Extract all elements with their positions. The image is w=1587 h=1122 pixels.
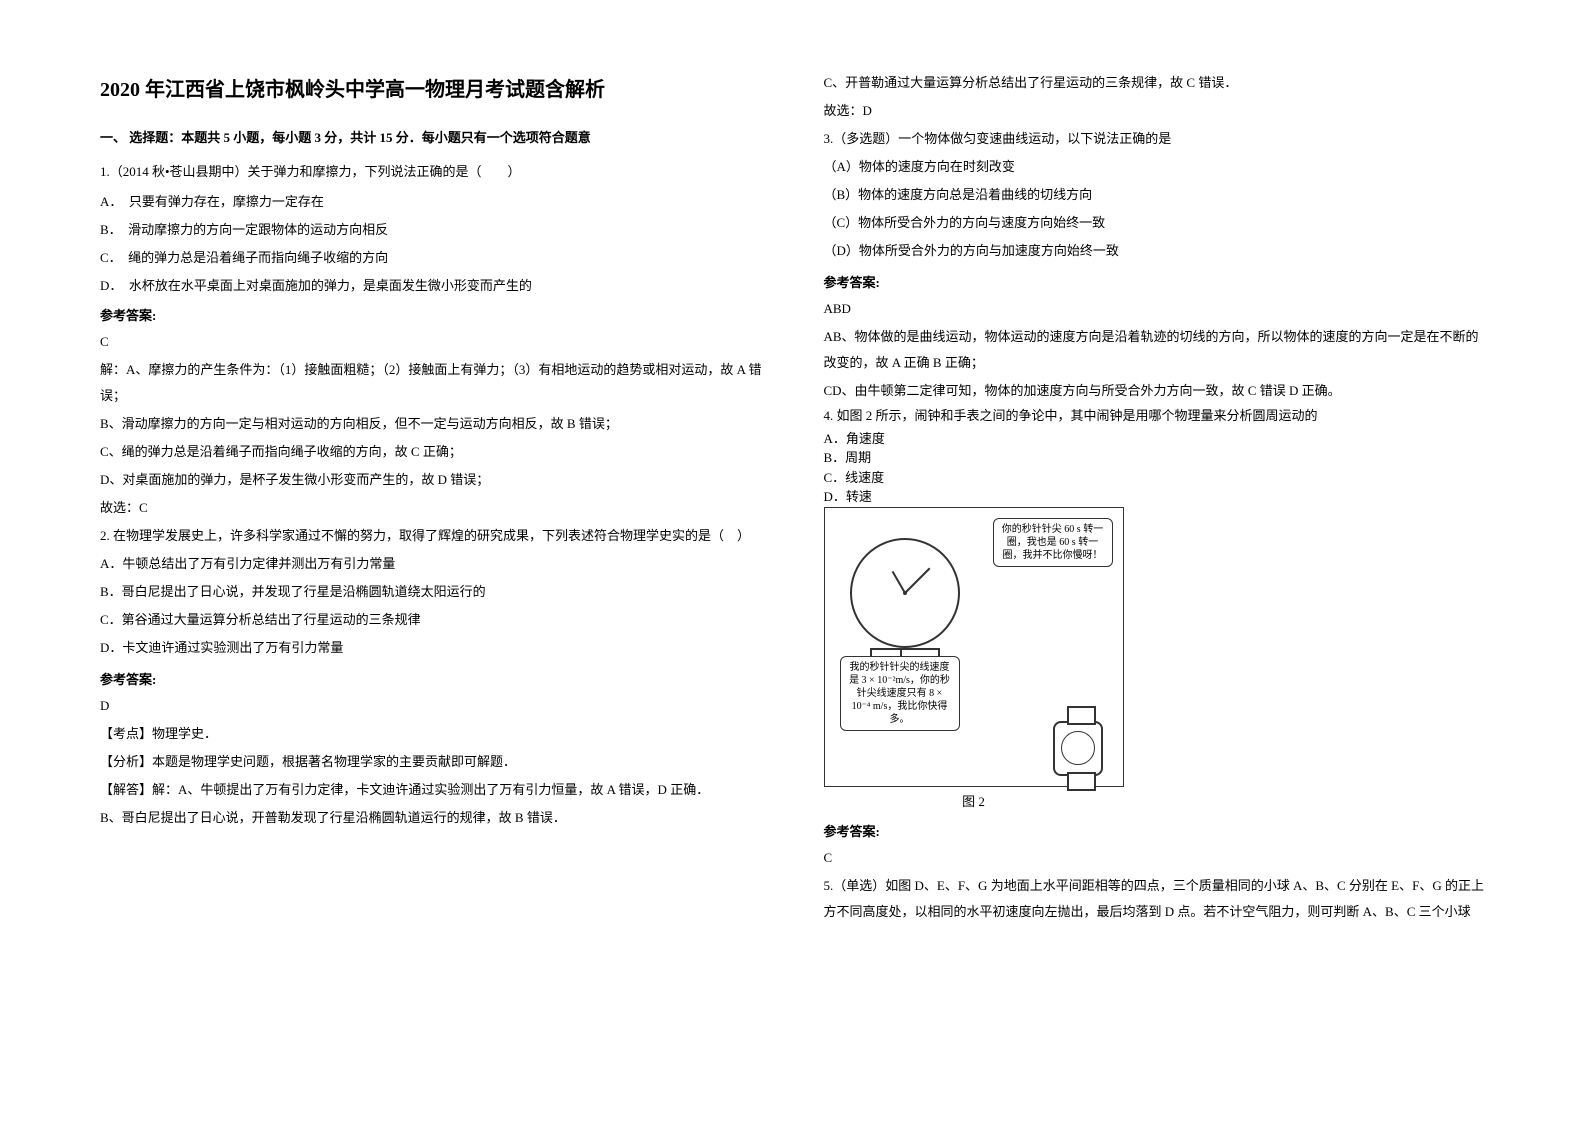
section-heading: 一、 选择题：本题共 5 小题，每小题 3 分，共计 15 分．每小题只有一个选…	[100, 125, 764, 151]
q2-exp-3: 【解答】解：A、牛顿提出了万有引力定律，卡文迪许通过实验测出了万有引力恒量，故 …	[100, 777, 764, 803]
q1-opt-b: B． 滑动摩擦力的方向一定跟物体的运动方向相反	[100, 217, 764, 243]
q4-opt-b: B．周期	[824, 448, 1488, 468]
q1-opt-c: C． 绳的弹力总是沿着绳子而指向绳子收缩的方向	[100, 245, 764, 271]
q2-opt-b: B．哥白尼提出了日心说，并发现了行星是沿椭圆轨道绕太阳运行的	[100, 579, 764, 605]
q4-answer-label: 参考答案:	[824, 819, 1488, 845]
q3-exp-1: AB、物体做的是曲线运动，物体运动的速度方向是沿着轨迹的切线的方向，所以物体的速…	[824, 324, 1488, 376]
q3-exp-2: CD、由牛顿第二定律可知，物体的加速度方向与所受合外力方向一致，故 C 错误 D…	[824, 378, 1488, 404]
q2-exp-5: C、开普勒通过大量运算分析总结出了行星运动的三条规律，故 C 错误．	[824, 70, 1488, 96]
q1-exp-5: 故选：C	[100, 495, 764, 521]
q2-answer-label: 参考答案:	[100, 667, 764, 693]
figure-label: 图 2	[824, 789, 1124, 815]
wrist-watch-icon	[1053, 721, 1103, 776]
q4-figure: 你的秒针针尖 60 s 转一圈，我也是 60 s 转一圈，我并不比你慢呀！ 我的…	[824, 507, 1488, 815]
q1-opt-d: D． 水杯放在水平桌面上对桌面施加的弹力，是桌面发生微小形变而产生的	[100, 273, 764, 299]
q2-opt-c: C．第谷通过大量运算分析总结出了行星运动的三条规律	[100, 607, 764, 633]
q1-exp-3: C、绳的弹力总是沿着绳子而指向绳子收缩的方向，故 C 正确；	[100, 439, 764, 465]
clock-watch-figure: 你的秒针针尖 60 s 转一圈，我也是 60 s 转一圈，我并不比你慢呀！ 我的…	[824, 507, 1124, 787]
q4-stem: 4. 如图 2 所示，闹钟和手表之间的争论中，其中闹钟是用哪个物理量来分析圆周运…	[824, 406, 1488, 427]
q3-opt-b: （B）物体的速度方向总是沿着曲线的切线方向	[824, 182, 1488, 208]
q2-stem: 2. 在物理学发展史上，许多科学家通过不懈的努力，取得了辉煌的研究成果，下列表述…	[100, 523, 764, 549]
q3-opt-c: （C）物体所受合外力的方向与速度方向始终一致	[824, 210, 1488, 236]
right-column: C、开普勒通过大量运算分析总结出了行星运动的三条规律，故 C 错误． 故选：D …	[824, 70, 1488, 1052]
q1-exp-1: 解：A、摩擦力的产生条件为：（1）接触面粗糙；（2）接触面上有弹力；（3）有相地…	[100, 357, 764, 409]
q1-answer: C	[100, 329, 764, 355]
q1-exp-2: B、滑动摩擦力的方向一定与相对运动的方向相反，但不一定与运动方向相反，故 B 错…	[100, 411, 764, 437]
q1-stem: 1.（2014 秋•苍山县期中）关于弹力和摩擦力，下列说法正确的是（ ）	[100, 159, 764, 185]
document-title: 2020 年江西省上饶市枫岭头中学高一物理月考试题含解析	[100, 70, 764, 110]
q5-stem: 5.（单选）如图 D、E、F、G 为地面上水平间距相等的四点，三个质量相同的小球…	[824, 873, 1488, 925]
left-column: 2020 年江西省上饶市枫岭头中学高一物理月考试题含解析 一、 选择题：本题共 …	[100, 70, 764, 1052]
q3-opt-a: （A）物体的速度方向在时刻改变	[824, 154, 1488, 180]
speech-bubble-top: 你的秒针针尖 60 s 转一圈，我也是 60 s 转一圈，我并不比你慢呀！	[993, 518, 1113, 567]
q3-answer: ABD	[824, 296, 1488, 322]
q3-answer-label: 参考答案:	[824, 270, 1488, 296]
q3-stem: 3.（多选题）一个物体做匀变速曲线运动，以下说法正确的是	[824, 126, 1488, 152]
q2-exp-1: 【考点】物理学史．	[100, 721, 764, 747]
q4-answer: C	[824, 845, 1488, 871]
q1-exp-4: D、对桌面施加的弹力，是杯子发生微小形变而产生的，故 D 错误；	[100, 467, 764, 493]
q1-opt-a: A． 只要有弹力存在，摩擦力一定存在	[100, 189, 764, 215]
q2-opt-d: D．卡文迪许通过实验测出了万有引力常量	[100, 635, 764, 661]
q2-answer: D	[100, 693, 764, 719]
q2-opt-a: A．牛顿总结出了万有引力定律并测出万有引力常量	[100, 551, 764, 577]
q4-opt-c: C．线速度	[824, 468, 1488, 488]
speech-bubble-bottom: 我的秒针针尖的线速度是 3 × 10⁻²m/s，你的秒针尖线速度只有 8 × 1…	[840, 656, 960, 731]
q4-opt-d: D．转速	[824, 487, 1488, 507]
q2-exp-2: 【分析】本题是物理学史问题，根据著名物理学家的主要贡献即可解题．	[100, 749, 764, 775]
q4-opt-a: A．角速度	[824, 429, 1488, 449]
q2-exp-6: 故选：D	[824, 98, 1488, 124]
q2-exp-4: B、哥白尼提出了日心说，开普勒发现了行星沿椭圆轨道运行的规律，故 B 错误．	[100, 805, 764, 831]
q1-answer-label: 参考答案:	[100, 303, 764, 329]
q3-opt-d: （D）物体所受合外力的方向与加速度方向始终一致	[824, 238, 1488, 264]
